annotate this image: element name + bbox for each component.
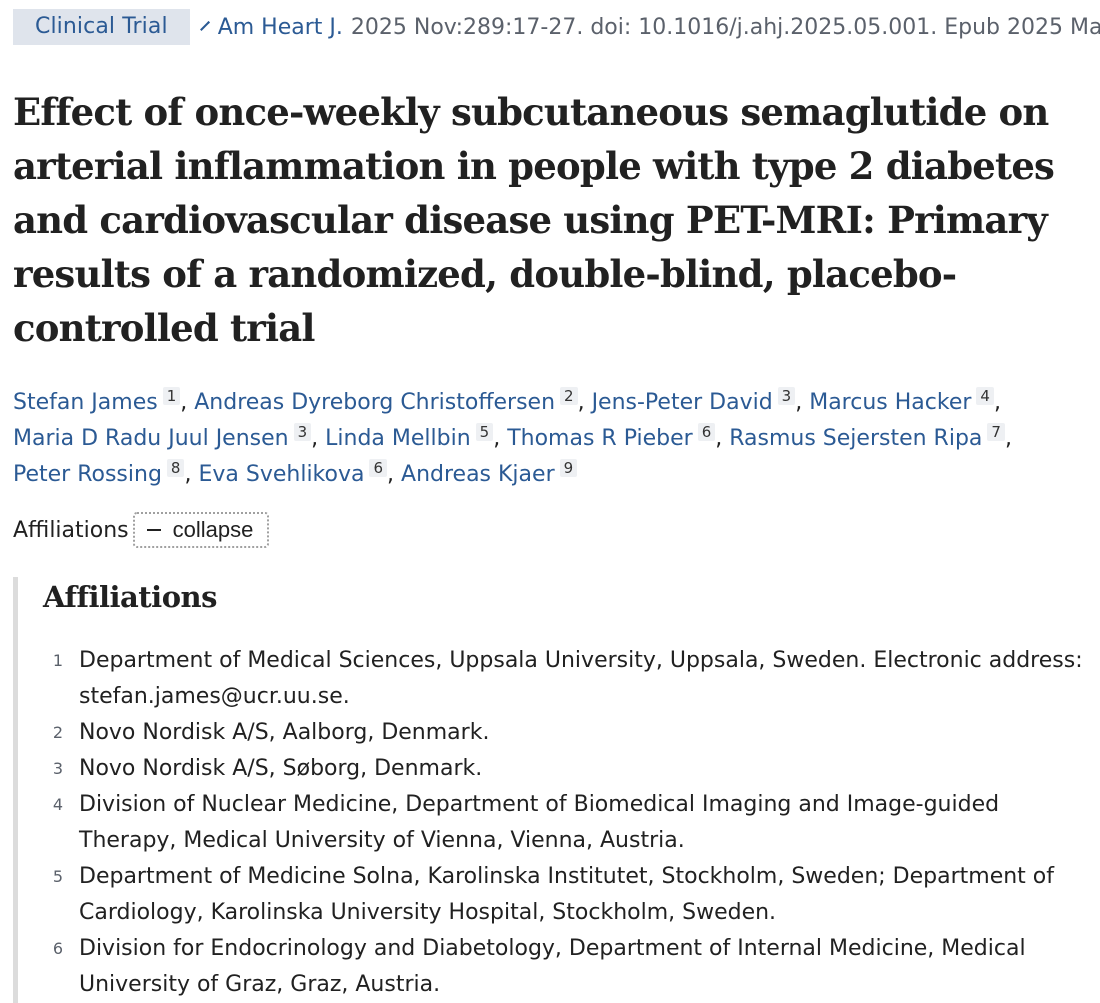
affiliation-number: 4: [52, 795, 64, 814]
author-link[interactable]: Jens-Peter David: [591, 390, 773, 415]
collapse-affiliations-button[interactable]: collapse: [132, 512, 270, 548]
affiliation-text: Novo Nordisk A/S, Søborg, Denmark.: [79, 756, 483, 781]
author-list: Stefan James 1, Andreas Dyreborg Christof…: [13, 385, 1073, 493]
author-link[interactable]: Marcus Hacker: [809, 390, 972, 415]
author-link[interactable]: Stefan James: [13, 390, 158, 415]
affiliation-number: 3: [52, 759, 64, 778]
affiliation-ref[interactable]: 2: [560, 387, 578, 405]
article-page: Clinical Trial Am Heart J. 2025 Nov:289:…: [13, 9, 1100, 1003]
affiliation-ref[interactable]: 5: [475, 423, 494, 441]
affiliation-item: 1 Department of Medical Sciences, Uppsal…: [43, 643, 1093, 715]
author-link[interactable]: Maria D Radu Juul Jensen: [13, 426, 289, 451]
author-item: Marcus Hacker 4,: [809, 387, 1001, 415]
author-item: Andreas Kjaer 9: [401, 459, 578, 487]
author-item: Thomas R Pieber 6,: [507, 423, 730, 451]
affiliation-number: 6: [52, 939, 64, 958]
article-header: Clinical Trial Am Heart J. 2025 Nov:289:…: [13, 9, 1100, 45]
affiliation-number: 2: [52, 723, 64, 742]
affiliation-ref[interactable]: 9: [559, 459, 578, 477]
affiliation-number: 1: [52, 651, 64, 670]
affiliation-ref[interactable]: 3: [293, 423, 312, 441]
chevron-right-icon: [199, 21, 210, 31]
affiliations-toggle-row: Affiliations collapse: [13, 511, 1093, 549]
affiliation-text: Division of Nuclear Medicine, Department…: [79, 792, 1000, 853]
minus-icon: [146, 528, 161, 532]
author-link[interactable]: Rasmus Sejersten Ripa: [729, 426, 983, 451]
author-item: Eva Svehlikova 6,: [198, 459, 402, 487]
affiliation-ref[interactable]: 4: [976, 387, 994, 405]
affiliation-text: Division for Endocrinology and Diabetolo…: [79, 936, 1026, 997]
author-item: Stefan James 1,: [13, 387, 195, 415]
affiliation-number: 5: [52, 867, 64, 886]
affiliation-item: 5 Department of Medicine Solna, Karolins…: [43, 859, 1093, 931]
author-link[interactable]: Peter Rossing: [13, 462, 162, 487]
affiliations-list: 1 Department of Medical Sciences, Uppsal…: [43, 643, 1093, 1003]
affiliation-ref[interactable]: 6: [369, 459, 388, 477]
affiliation-item: 6 Division for Endocrinology and Diabeto…: [43, 931, 1093, 1003]
affiliation-ref[interactable]: 1: [162, 387, 181, 405]
affiliation-item: 2 Novo Nordisk A/S, Aalborg, Denmark.: [43, 715, 1093, 751]
affiliation-item: 4 Division of Nuclear Medicine, Departme…: [43, 787, 1093, 859]
article-type-badge[interactable]: Clinical Trial: [13, 9, 190, 45]
affiliation-ref[interactable]: 3: [777, 387, 796, 405]
author-item: Maria D Radu Juul Jensen 3,: [13, 423, 326, 451]
affiliation-item: 3 Novo Nordisk A/S, Søborg, Denmark.: [43, 751, 1093, 787]
affiliations-panel: Affiliations 1 Department of Medical Sci…: [13, 577, 1093, 1003]
journal-link[interactable]: Am Heart J.: [217, 14, 343, 40]
affiliation-ref[interactable]: 8: [166, 459, 185, 477]
author-link[interactable]: Andreas Dyreborg Christoffersen: [194, 390, 556, 415]
affiliation-ref[interactable]: 6: [697, 423, 716, 441]
affiliations-label: Affiliations: [13, 517, 129, 543]
author-item: Andreas Dyreborg Christoffersen 2,: [194, 387, 592, 415]
author-item: Rasmus Sejersten Ripa 7,: [729, 423, 1012, 451]
affiliation-text: Novo Nordisk A/S, Aalborg, Denmark.: [79, 720, 490, 745]
affiliation-text: Department of Medical Sciences, Uppsala …: [79, 648, 1083, 709]
author-link[interactable]: Andreas Kjaer: [401, 462, 555, 487]
affiliations-heading: Affiliations: [43, 580, 217, 614]
affiliation-text: Department of Medicine Solna, Karolinska…: [79, 864, 1055, 925]
citation-text: 2025 Nov:289:17-27. doi: 10.1016/j.ahj.2…: [350, 14, 1100, 40]
author-link[interactable]: Linda Mellbin: [325, 426, 471, 451]
article-title: Effect of once-weekly subcutaneous semag…: [13, 90, 1055, 350]
author-link[interactable]: Thomas R Pieber: [507, 426, 693, 451]
author-item: Jens-Peter David 3,: [591, 387, 810, 415]
collapse-button-label: collapse: [172, 517, 254, 542]
author-item: Linda Mellbin 5,: [325, 423, 508, 451]
author-link[interactable]: Eva Svehlikova: [198, 462, 365, 487]
author-item: Peter Rossing 8,: [13, 459, 199, 487]
affiliation-ref[interactable]: 7: [987, 423, 1005, 441]
